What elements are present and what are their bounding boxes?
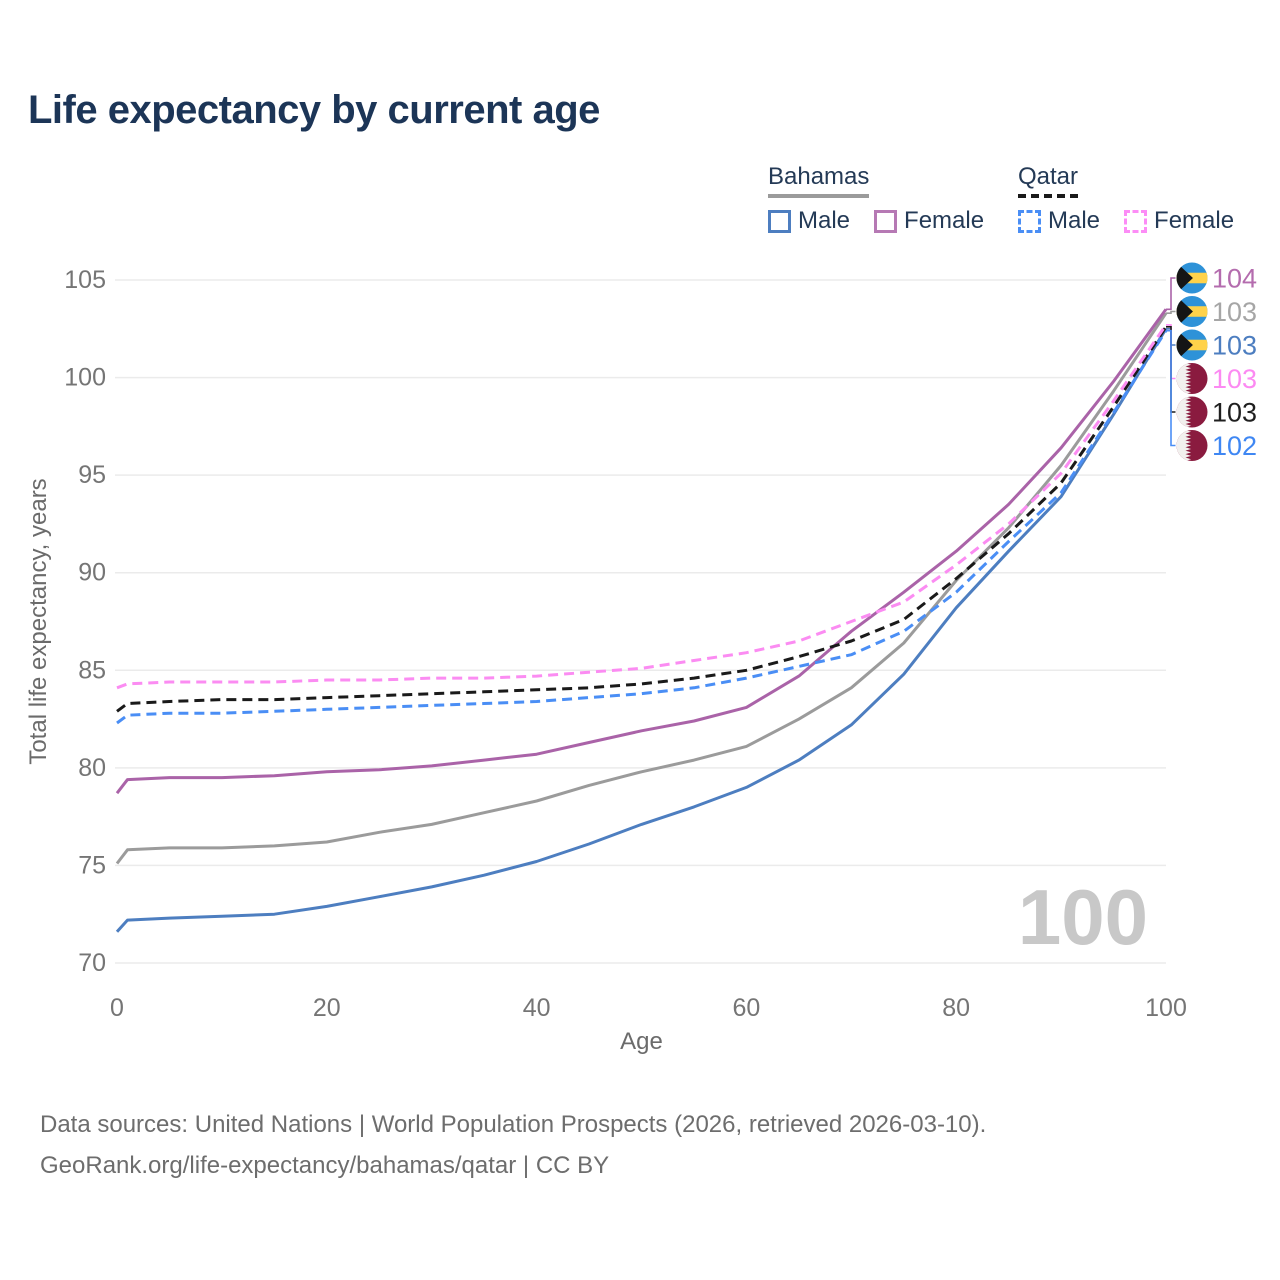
y-tick-label-105: 105 [64,266,106,294]
end-value-label-qatar-female: 103 [1212,364,1257,394]
end-value-label-qatar-total: 103 [1212,398,1257,428]
qatar-flag-icon [1176,363,1208,394]
y-tick-label-75: 75 [78,851,106,879]
x-tick-label-80: 80 [942,994,970,1022]
legend-label-bahamas-male: Male [798,207,851,234]
legend-label-qatar-female: Female [1154,207,1235,234]
legend-label-bahamas-female: Female [904,207,985,234]
legend-item-qatar-female[interactable]: Female [1124,207,1234,235]
leader-line-bahamas-female [1166,277,1176,311]
footer-data-sources: Data sources: United Nations | World Pop… [40,1111,987,1138]
y-tick-label-85: 85 [78,656,106,684]
end-value-label-bahamas-female: 104 [1212,264,1257,294]
y-tick-label-95: 95 [78,461,106,489]
y-tick-label-80: 80 [78,754,106,782]
legend-label-qatar-male: Male [1048,207,1101,234]
y-axis-title: Total life expectancy, years [25,478,52,764]
legend-row-qatar: Male Female [1018,207,1234,235]
y-tick-label-90: 90 [78,559,106,587]
legend-item-qatar-male[interactable]: Male [1018,207,1100,235]
x-tick-label-40: 40 [523,994,551,1022]
end-value-label-qatar-male: 102 [1212,431,1257,461]
bahamas-flag-icon [1176,296,1208,327]
end-value-label-bahamas-total: 103 [1212,297,1257,327]
legend-row-bahamas: Male Female [768,207,984,235]
leader-line-qatar-male [1166,329,1176,447]
bahamas-female-swatch-icon [874,209,898,233]
legend-country-bahamas: Bahamas [768,163,870,198]
legend-country-qatar: Qatar [1018,163,1079,198]
series-line-qatar-female [116,324,1168,690]
x-tick-label-100: 100 [1145,994,1187,1022]
qatar-flag-icon [1176,396,1208,428]
bahamas-male-swatch-icon [768,209,791,233]
qatar-flag-icon [1176,430,1208,461]
footer-attribution: GeoRank.org/life-expectancy/bahamas/qata… [40,1152,610,1179]
x-tick-label-20: 20 [313,994,341,1022]
series-line-bahamas-male [115,328,1168,933]
page-title: Life expectancy by current age [28,88,600,132]
bahamas-flag-icon [1176,329,1208,361]
bahamas-flag-icon [1176,262,1208,294]
footer: Data sources: United Nations | World Pop… [40,1104,986,1186]
age-watermark: 100 [1018,873,1148,961]
series-line-bahamas-total [115,312,1168,865]
legend-group-qatar: Qatar Male Female [1018,163,1234,235]
legend-item-bahamas-female[interactable]: Female [874,207,984,235]
legend-group-bahamas: Bahamas Male Female [768,163,984,235]
qatar-male-swatch-icon [1018,209,1041,233]
x-tick-label-0: 0 [110,994,124,1022]
y-tick-label-100: 100 [64,364,106,392]
y-tick-label-70: 70 [78,949,106,977]
series-line-qatar-male [116,329,1168,725]
x-axis-title: Age [620,1028,663,1055]
legend-item-bahamas-male[interactable]: Male [768,207,850,235]
series-line-bahamas-female [115,308,1168,795]
series-line-qatar-total [116,325,1168,713]
end-value-label-bahamas-male: 103 [1212,331,1257,361]
leader-line-bahamas-total [1166,310,1176,314]
x-tick-label-60: 60 [732,994,760,1022]
qatar-female-swatch-icon [1124,209,1148,233]
